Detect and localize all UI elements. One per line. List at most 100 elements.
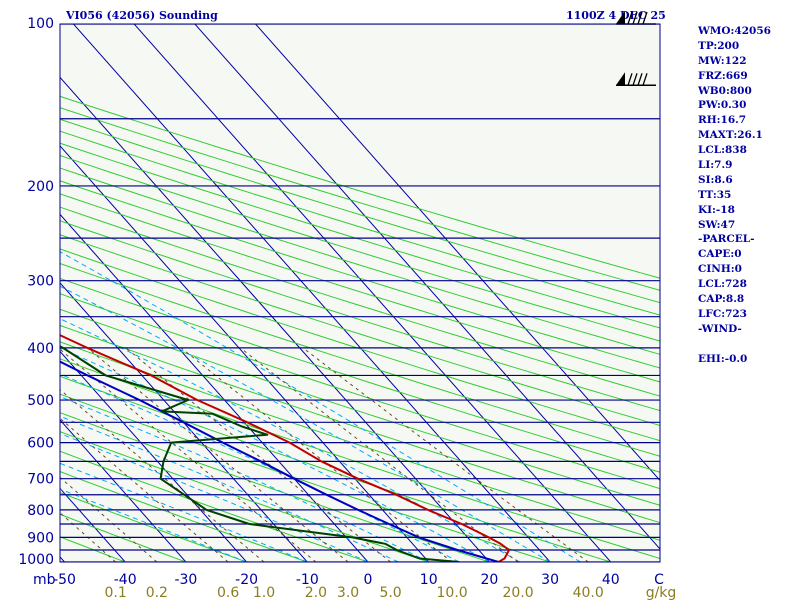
- index-item: WMO:42056: [698, 25, 771, 37]
- pressure-tick-label: 500: [27, 393, 54, 409]
- index-item: MW:122: [698, 54, 747, 67]
- mixing-ratio-tick-label: 40.0: [573, 585, 604, 600]
- chart-title: VI056 (42056) Sounding: [66, 9, 218, 22]
- dry-adiabat-line: [60, 431, 431, 562]
- wind-barb-feather: [627, 11, 633, 25]
- temperature-tick-label: -10: [296, 572, 319, 588]
- pressure-tick-label: 200: [27, 179, 54, 195]
- sounding-indices-panel: WMO:42056 TP:200 MW:122 FRZ:669 WB0:800 PW:0.…: [698, 24, 771, 366]
- dry-adiabat-line: [60, 308, 660, 506]
- mixing-ratio-tick-label: 1.0: [253, 585, 275, 600]
- isotherm-line: [60, 350, 248, 562]
- index-item: WB0:800: [698, 84, 752, 97]
- index-item: LFC:723: [698, 307, 747, 320]
- index-item: TP:200: [698, 39, 740, 52]
- temperature-tick-label: 20: [480, 572, 498, 588]
- isotherm-line: [60, 419, 187, 562]
- index-item: -PARCEL-: [698, 233, 755, 246]
- mixing-ratio-tick-label: 5.0: [379, 585, 401, 600]
- temperature-unit-label: C: [654, 572, 664, 588]
- wind-barb-feather: [632, 11, 638, 25]
- index-item: PW:0.30: [698, 99, 747, 112]
- temperature-tick-label: -30: [174, 572, 197, 588]
- dry-adiabat-line: [60, 293, 660, 490]
- temperature-tick-label: 10: [420, 572, 438, 588]
- pressure-tick-label: 1000: [18, 552, 54, 568]
- index-item: SW:47: [698, 218, 736, 231]
- parcel-trace-line: [60, 360, 499, 562]
- temperature-tick-label: -20: [235, 572, 258, 588]
- wind-barb-pennant: [616, 11, 625, 24]
- dry-adiabat-line: [60, 341, 660, 541]
- isotherm-line: [60, 76, 491, 562]
- index-item: CAPE:0: [698, 248, 742, 261]
- mixing-ratio-tick-label: 0.2: [146, 585, 168, 600]
- dry-adiabat-line: [60, 167, 660, 355]
- temperature-tick-label: 30: [541, 572, 559, 588]
- index-item: KI:-18: [698, 203, 735, 216]
- dry-adiabat-line: [60, 107, 660, 291]
- isotherm-line: [60, 282, 308, 562]
- dry-adiabat-line: [60, 220, 660, 412]
- wind-barb-feather: [637, 11, 643, 25]
- index-item: SI:8.6: [698, 173, 733, 186]
- chart-timestamp: 1100Z 4 DEC 25: [566, 9, 666, 22]
- index-item: LCL:728: [698, 278, 747, 291]
- index-item: EHI:-0.0: [698, 352, 748, 365]
- dry-adiabat-line: [60, 513, 188, 562]
- index-item: FRZ:669: [698, 69, 748, 82]
- dry-adiabat-line: [60, 393, 552, 562]
- dry-adiabat-line: [60, 248, 660, 442]
- wind-barb-feather: [627, 73, 633, 86]
- pressure-tick-label: 400: [27, 341, 54, 357]
- isotherm-line: [133, 24, 612, 562]
- moist-adiabat-line: [60, 488, 247, 562]
- wind-barb-pennant: [616, 72, 625, 86]
- mixing-ratio-tick-label: 2.0: [305, 585, 327, 600]
- wind-barb: [616, 11, 656, 25]
- temperature-trace-line: [60, 334, 511, 562]
- dry-adiabat-line: [60, 130, 660, 316]
- mixing-ratio-tick-label: 0.1: [105, 585, 127, 600]
- dry-adiabat-line: [60, 180, 660, 369]
- wind-barb-feather: [642, 11, 648, 25]
- dry-adiabat-line: [60, 142, 660, 329]
- pressure-tick-label: 800: [27, 503, 54, 519]
- pressure-tick-label: 300: [27, 274, 54, 290]
- index-item: CINH:0: [698, 263, 742, 276]
- dry-adiabat-line: [60, 234, 660, 426]
- dry-adiabat-line: [60, 193, 660, 383]
- mixing-ratio-tick-label: 20.0: [502, 585, 533, 600]
- dry-adiabat-line: [60, 118, 660, 304]
- pressure-tick-label: 100: [27, 16, 54, 32]
- wind-barb-feather: [642, 73, 648, 86]
- temperature-tick-label: -50: [53, 572, 76, 588]
- pressure-tick-label: 700: [27, 472, 54, 488]
- dry-adiabat-line: [60, 324, 660, 524]
- wind-barb: [616, 72, 656, 87]
- wind-barb-feather: [637, 73, 643, 86]
- index-item: RH:16.7: [698, 114, 747, 127]
- temperature-tick-label: -40: [114, 572, 137, 588]
- isotherm-line: [0, 12, 14, 573]
- dewpoint-trace-line: [60, 345, 460, 562]
- mixing-ratio-tick-label: 10.0: [437, 585, 468, 600]
- index-item: LI:7.9: [698, 159, 733, 172]
- dry-adiabat-line: [60, 206, 660, 397]
- moist-adiabat-line: [60, 396, 429, 562]
- index-item: MAXT:26.1: [698, 129, 763, 142]
- mixing-ratio-tick-label: 0.6: [217, 585, 239, 600]
- wind-barb-feather: [632, 73, 638, 86]
- dry-adiabat-line: [60, 262, 660, 457]
- dry-adiabat-line: [60, 277, 660, 473]
- plot-frame: [59, 23, 661, 563]
- dry-adiabat-line: [60, 154, 660, 342]
- index-item: -WIND-: [698, 322, 742, 335]
- dry-adiabat-line: [60, 471, 309, 562]
- dry-adiabat-line: [60, 95, 660, 279]
- index-item: CAP:8.8: [698, 293, 745, 306]
- isotherm-line: [194, 24, 660, 550]
- mixing-ratio-unit-label: g/kg: [646, 585, 677, 600]
- temperature-tick-label: 0: [364, 572, 373, 588]
